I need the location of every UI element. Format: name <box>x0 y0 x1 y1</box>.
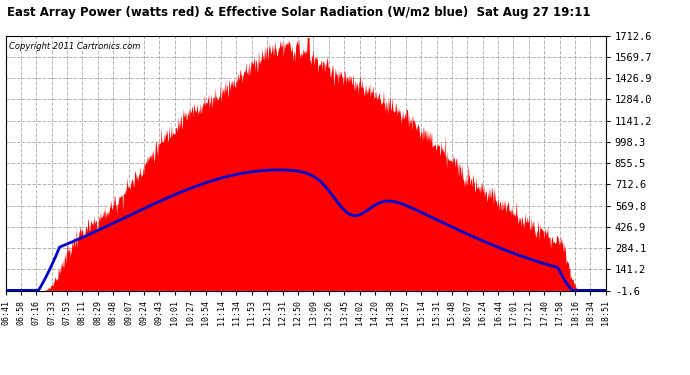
Text: Copyright 2011 Cartronics.com: Copyright 2011 Cartronics.com <box>8 42 140 51</box>
Text: East Array Power (watts red) & Effective Solar Radiation (W/m2 blue)  Sat Aug 27: East Array Power (watts red) & Effective… <box>7 6 591 19</box>
